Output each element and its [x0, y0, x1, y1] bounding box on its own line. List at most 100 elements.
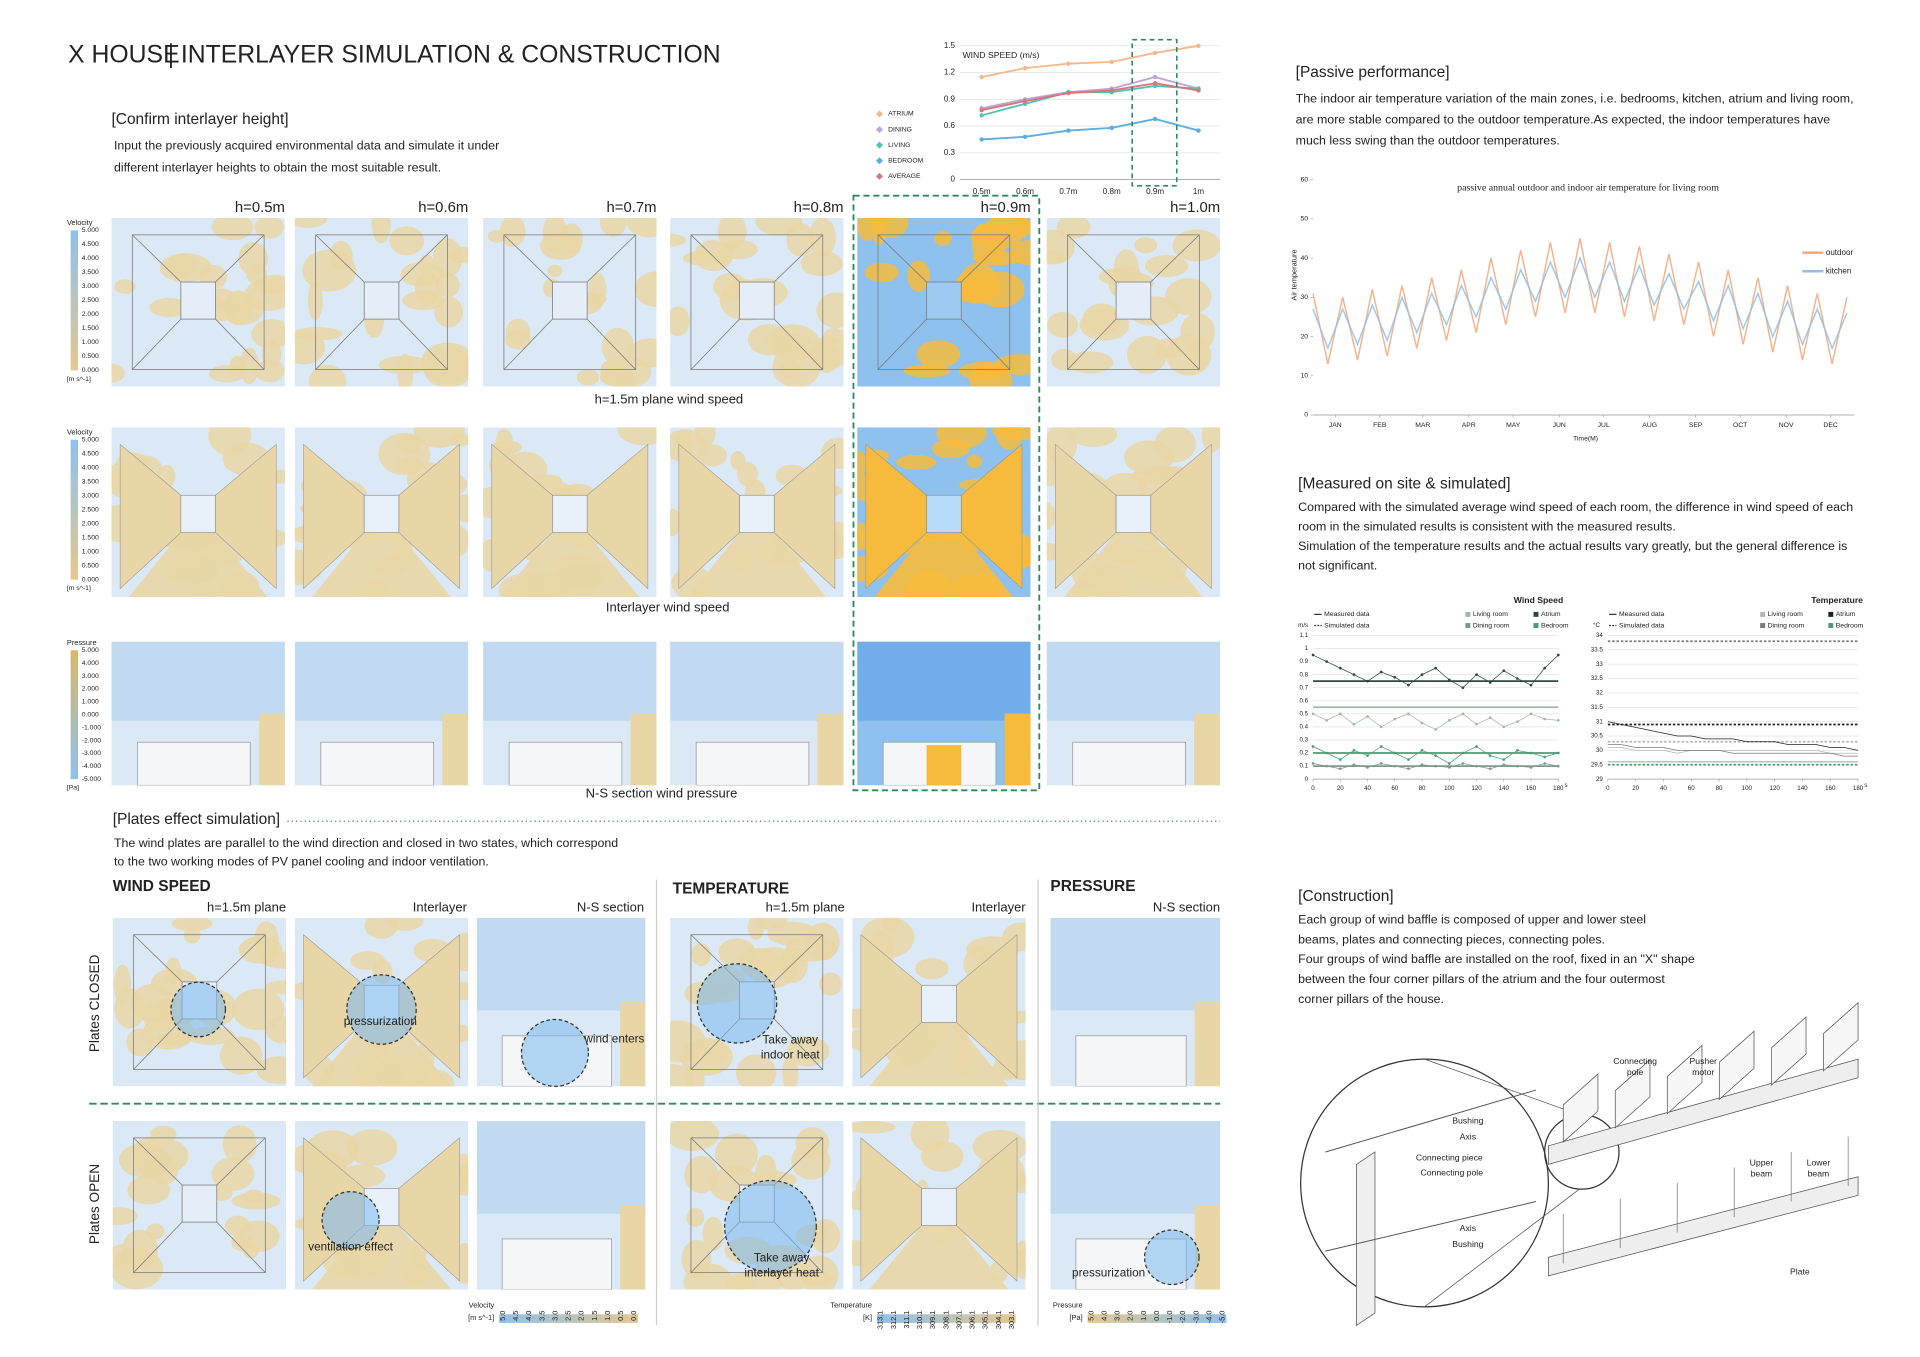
sim-panel [1050, 1121, 1221, 1290]
legend-tick: 2.000 [82, 311, 99, 318]
group-heading: WIND SPEED [113, 878, 211, 895]
series-line [981, 118, 1199, 141]
data-point [1502, 763, 1506, 767]
sim-blob [350, 951, 385, 970]
sim-blob [686, 1208, 705, 1227]
data-point [1338, 712, 1342, 716]
sim-blob [896, 454, 937, 470]
legend-tick: 303.1 [1007, 1311, 1016, 1330]
data-point [1488, 754, 1492, 757]
plate [1770, 1016, 1807, 1086]
highlight-fill [346, 974, 417, 1045]
legend-tick: 3.0 [1113, 1311, 1122, 1321]
x-tick-label: 20 [1337, 785, 1344, 792]
y-tick-label: 0.2 [1299, 750, 1308, 757]
y-tick-label: 10 [1301, 373, 1309, 380]
row-label: Interlayer wind speed [606, 600, 730, 615]
sim-blob [683, 1263, 734, 1290]
sim-blob [914, 958, 949, 980]
body-text: much less swing than the outdoor tempera… [1296, 133, 1560, 147]
sim-blob [256, 1056, 287, 1084]
sim-blob [231, 1192, 281, 1210]
annotation: ventilation effect [308, 1240, 393, 1253]
sim-blob [1172, 229, 1221, 262]
data-point [1475, 745, 1478, 748]
data-point [979, 137, 984, 142]
detail-beam [1325, 1201, 1537, 1252]
leader [1424, 1188, 1580, 1308]
diagonal [1067, 318, 1117, 370]
atrium [739, 281, 775, 320]
y-axis-label: °C [1593, 622, 1600, 629]
body-text: not significant. [1298, 558, 1377, 572]
sim-blob [1066, 351, 1114, 374]
data-point [1196, 88, 1201, 93]
data-point [1393, 675, 1397, 679]
sim-blob [378, 355, 431, 375]
data-point [1379, 725, 1383, 729]
y-tick-label: 1.5 [944, 41, 956, 50]
legend-title: Velocity [67, 427, 93, 436]
x-axis-label: Time(M) [1573, 435, 1598, 442]
legend-tick: -2.000 [82, 737, 101, 744]
y-tick-label: 33 [1596, 661, 1603, 668]
sim-blob [882, 917, 900, 933]
x-tick-label: NOV [1779, 422, 1794, 429]
sim-blob [691, 943, 712, 967]
house [501, 1238, 613, 1290]
pressure-field [817, 713, 844, 786]
plate [1614, 1058, 1651, 1129]
x-tick-label: 40 [1660, 785, 1667, 792]
legend-tick: -2.0 [1178, 1311, 1187, 1324]
sim-blob [907, 260, 931, 292]
legend-tick: 0.000 [82, 712, 99, 719]
sim-blob [1069, 427, 1118, 447]
x-tick-label: DEC [1823, 422, 1837, 429]
legend-bar [1087, 1314, 1227, 1323]
lower-beam [1548, 1176, 1859, 1277]
chart-title: Wind Speed [1514, 595, 1563, 605]
legend-tick: 0.0 [629, 1311, 638, 1321]
data-point [1556, 764, 1560, 768]
data-point [1447, 719, 1451, 722]
upper-beam [1548, 1058, 1859, 1165]
chart-title: passive annual outdoor and indoor air te… [1457, 183, 1719, 194]
sim-panel [670, 218, 844, 387]
house [1072, 741, 1186, 786]
pressure-field [442, 713, 469, 786]
sim-blob [265, 1016, 287, 1044]
data-point [1434, 666, 1438, 670]
legend-tick: -3.0 [1191, 1311, 1200, 1324]
sim-blob [346, 1129, 398, 1166]
detail-circle [1300, 1058, 1550, 1308]
legend-tick: 4.000 [82, 660, 99, 667]
highlight-circle [520, 1018, 590, 1087]
title: X HOUSE [68, 41, 179, 68]
sim-blob [1145, 255, 1189, 278]
data-point [1516, 677, 1519, 680]
legend-tick: 0.500 [82, 353, 99, 360]
legend-bar [499, 1314, 638, 1323]
body-text: corner pillars of the house. [1298, 992, 1444, 1006]
data-point [1529, 712, 1533, 716]
x-unit: s [1564, 782, 1567, 789]
sim-blob [398, 435, 421, 454]
part-label: Pusher [1690, 1056, 1718, 1066]
atrium [921, 984, 957, 1023]
y-tick-label: 30 [1596, 747, 1603, 754]
house-outline [133, 934, 266, 1070]
diagonal [133, 1018, 183, 1070]
data-point [1488, 767, 1492, 771]
sim-blob [499, 218, 526, 247]
legend-tick: 308.1 [941, 1311, 950, 1330]
heading: [Passive performance] [1296, 64, 1450, 81]
y-tick-label: 29 [1596, 776, 1603, 783]
legend-title: Temperature [830, 1301, 872, 1310]
legend-tick: 1.000 [82, 549, 99, 556]
legend-label: Simulated data [1619, 622, 1665, 629]
legend-unit: [K] [863, 1313, 872, 1322]
x-tick-label: MAY [1506, 422, 1521, 429]
sim-blob [254, 921, 279, 958]
y-tick-label: 0 [1304, 412, 1308, 419]
part-label: beam [1751, 1169, 1773, 1179]
